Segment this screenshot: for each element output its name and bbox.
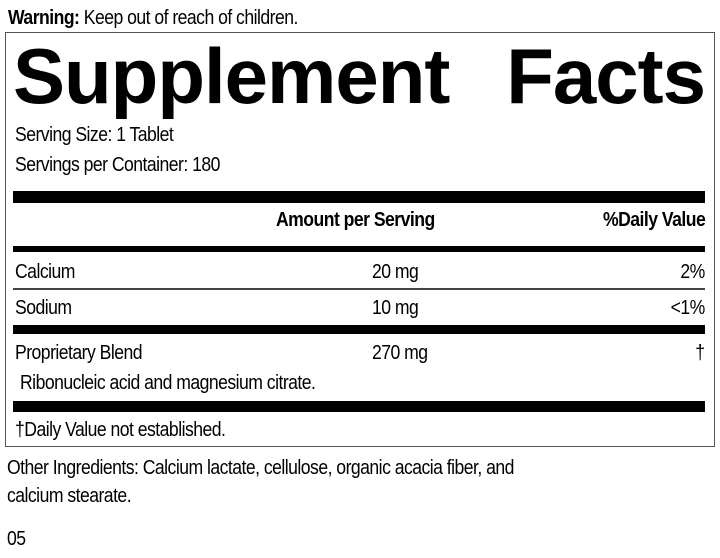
facts-panel (5, 32, 715, 447)
row-sodium-name: Sodium (15, 297, 72, 319)
warning-label: Warning: (8, 7, 80, 29)
blend-ingredients: Ribonucleic acid and magnesium citrate. (20, 372, 316, 394)
row-sodium-dv: <1% (670, 297, 706, 319)
panel-title: Supplement Facts (13, 32, 706, 120)
product-code: 05 (7, 528, 26, 550)
title-word-2: Facts (506, 32, 706, 120)
row-calcium-name: Calcium (15, 261, 75, 283)
row-divider (13, 288, 705, 290)
row-blend-dv: † (695, 342, 706, 364)
row-blend-amount: 270 mg (372, 342, 428, 364)
warning-text: Warning: Keep out of reach of children. (8, 6, 298, 30)
other-ingredients-line-1: Other Ingredients: Calcium lactate, cell… (7, 457, 514, 479)
serving-size: Serving Size: 1 Tablet (15, 124, 174, 146)
warning-body: Keep out of reach of children. (79, 7, 299, 29)
row-calcium-dv: 2% (680, 261, 706, 283)
row-sodium-amount: 10 mg (372, 297, 419, 319)
footnote: †Daily Value not established. (15, 419, 226, 441)
row-calcium-amount: 20 mg (372, 261, 419, 283)
row-blend-name: Proprietary Blend (15, 342, 143, 364)
header-amount: Amount per Serving (276, 209, 435, 231)
header-daily-value: %Daily Value (602, 209, 706, 231)
thick-divider (13, 325, 705, 334)
other-ingredients-line-2: calcium stearate. (7, 485, 132, 507)
thick-divider (13, 401, 705, 412)
header-divider (13, 246, 705, 252)
thick-divider (13, 191, 705, 203)
servings-per-container: Servings per Container: 180 (15, 154, 220, 176)
title-word-1: Supplement (13, 32, 450, 120)
